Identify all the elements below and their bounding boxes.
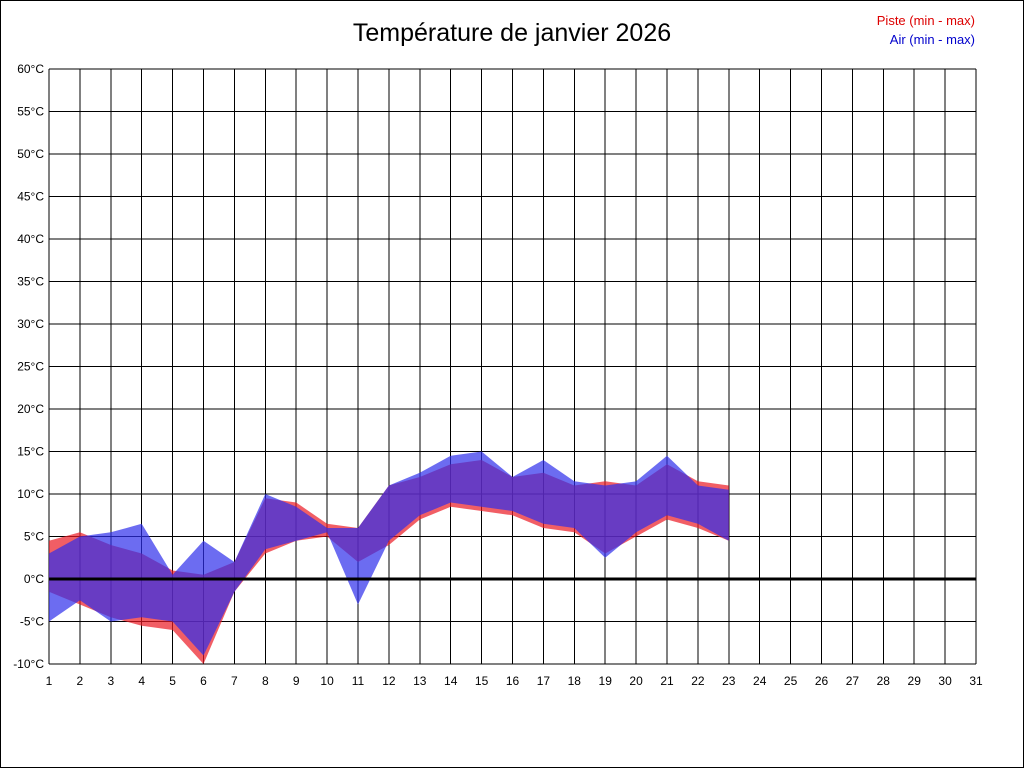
- svg-text:17: 17: [537, 674, 551, 688]
- svg-text:14: 14: [444, 674, 458, 688]
- svg-text:4: 4: [138, 674, 145, 688]
- svg-text:40°C: 40°C: [17, 232, 44, 246]
- svg-text:15°C: 15°C: [17, 445, 44, 459]
- svg-text:10: 10: [320, 674, 334, 688]
- svg-text:-5°C: -5°C: [20, 615, 44, 629]
- svg-text:6: 6: [200, 674, 207, 688]
- svg-text:20°C: 20°C: [17, 402, 44, 416]
- svg-text:50°C: 50°C: [17, 147, 44, 161]
- svg-text:25: 25: [784, 674, 798, 688]
- svg-text:-10°C: -10°C: [13, 657, 44, 671]
- legend-item-piste: Piste (min - max): [876, 13, 975, 28]
- svg-text:22: 22: [691, 674, 705, 688]
- legend-item-air: Air (min - max): [889, 32, 975, 47]
- svg-text:16: 16: [506, 674, 520, 688]
- svg-text:25°C: 25°C: [17, 360, 44, 374]
- svg-text:0°C: 0°C: [24, 572, 44, 586]
- svg-text:23: 23: [722, 674, 736, 688]
- svg-text:13: 13: [413, 674, 427, 688]
- svg-text:15: 15: [475, 674, 489, 688]
- svg-text:5°C: 5°C: [24, 530, 44, 544]
- svg-text:30°C: 30°C: [17, 317, 44, 331]
- chart-title: Température de janvier 2026: [352, 19, 672, 47]
- svg-text:24: 24: [753, 674, 767, 688]
- legend: Piste (min - max) Air (min - max): [877, 11, 975, 49]
- svg-text:27: 27: [846, 674, 860, 688]
- svg-text:5: 5: [169, 674, 176, 688]
- svg-text:45°C: 45°C: [17, 190, 44, 204]
- svg-text:9: 9: [293, 674, 300, 688]
- svg-text:26: 26: [815, 674, 829, 688]
- svg-text:2: 2: [77, 674, 84, 688]
- svg-text:35°C: 35°C: [17, 275, 44, 289]
- svg-text:21: 21: [660, 674, 674, 688]
- svg-text:8: 8: [262, 674, 269, 688]
- svg-text:20: 20: [629, 674, 643, 688]
- svg-text:19: 19: [599, 674, 613, 688]
- svg-text:10°C: 10°C: [17, 487, 44, 501]
- svg-text:11: 11: [352, 674, 365, 688]
- svg-text:28: 28: [877, 674, 891, 688]
- svg-text:7: 7: [231, 674, 238, 688]
- svg-text:55°C: 55°C: [17, 105, 44, 119]
- svg-text:12: 12: [382, 674, 396, 688]
- svg-text:60°C: 60°C: [17, 62, 44, 76]
- svg-text:31: 31: [969, 674, 983, 688]
- svg-text:18: 18: [568, 674, 582, 688]
- svg-text:1: 1: [46, 674, 53, 688]
- svg-text:29: 29: [908, 674, 922, 688]
- svg-text:30: 30: [938, 674, 952, 688]
- svg-text:3: 3: [107, 674, 114, 688]
